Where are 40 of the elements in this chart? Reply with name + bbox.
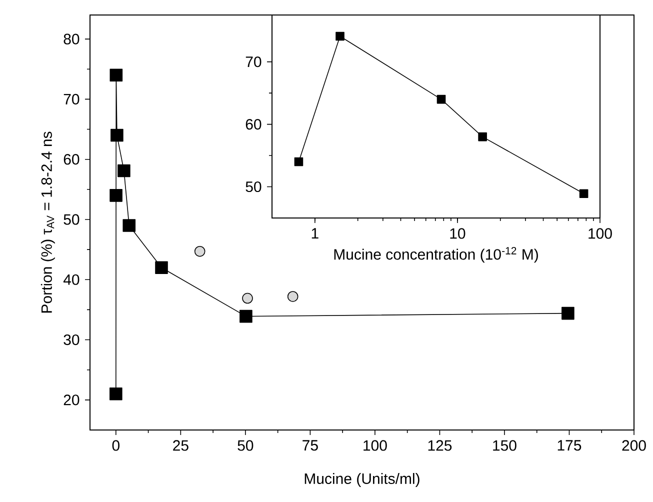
y-tick-label: 30 <box>64 334 80 346</box>
point <box>110 128 124 142</box>
x-tick-label: 1 <box>312 228 318 239</box>
point <box>110 189 122 202</box>
y-tick-label: 60 <box>246 118 262 130</box>
y-tick-label: 50 <box>64 214 80 225</box>
y-axis-title: Portion (%) τ$_{AV}$ = 1.8-2.4 ns <box>40 132 55 313</box>
y-tick-label: 50 <box>246 181 262 192</box>
point <box>242 292 253 304</box>
x-axis-title: Mucine (Units/ml) <box>304 473 420 487</box>
x-tick-label: 0 <box>112 440 120 451</box>
y-tick-label: 40 <box>63 274 80 285</box>
y-tick-label: 80 <box>64 34 80 44</box>
point <box>194 246 206 257</box>
x-tick-label: 75 <box>302 440 318 451</box>
point <box>240 310 252 323</box>
x-tick-label: 50 <box>238 440 254 451</box>
x-tick-label: 175 <box>558 440 582 451</box>
x-axis-title: Mucine concentration (10$^{-12}$ M) <box>334 247 538 263</box>
y-tick-label: 70 <box>246 56 262 68</box>
x-tick-label: 10 <box>450 228 466 239</box>
point <box>287 291 298 302</box>
point <box>110 388 122 400</box>
x-tick-label: 200 <box>622 440 646 451</box>
point <box>294 157 304 166</box>
point <box>436 94 446 104</box>
y-tick-label: 70 <box>64 94 80 104</box>
x-tick-label: 100 <box>588 228 612 239</box>
x-tick-label: 100 <box>364 440 387 451</box>
point <box>155 261 168 274</box>
x-tick-label: 150 <box>493 440 516 451</box>
point <box>122 219 136 232</box>
point <box>110 68 123 82</box>
point <box>579 189 588 198</box>
point <box>118 164 130 178</box>
point <box>562 306 574 320</box>
y-tick-label: 60 <box>64 154 80 165</box>
y-tick-label: 20 <box>64 394 80 406</box>
x-tick-label: 25 <box>173 440 188 451</box>
x-tick-label: 125 <box>428 440 452 451</box>
